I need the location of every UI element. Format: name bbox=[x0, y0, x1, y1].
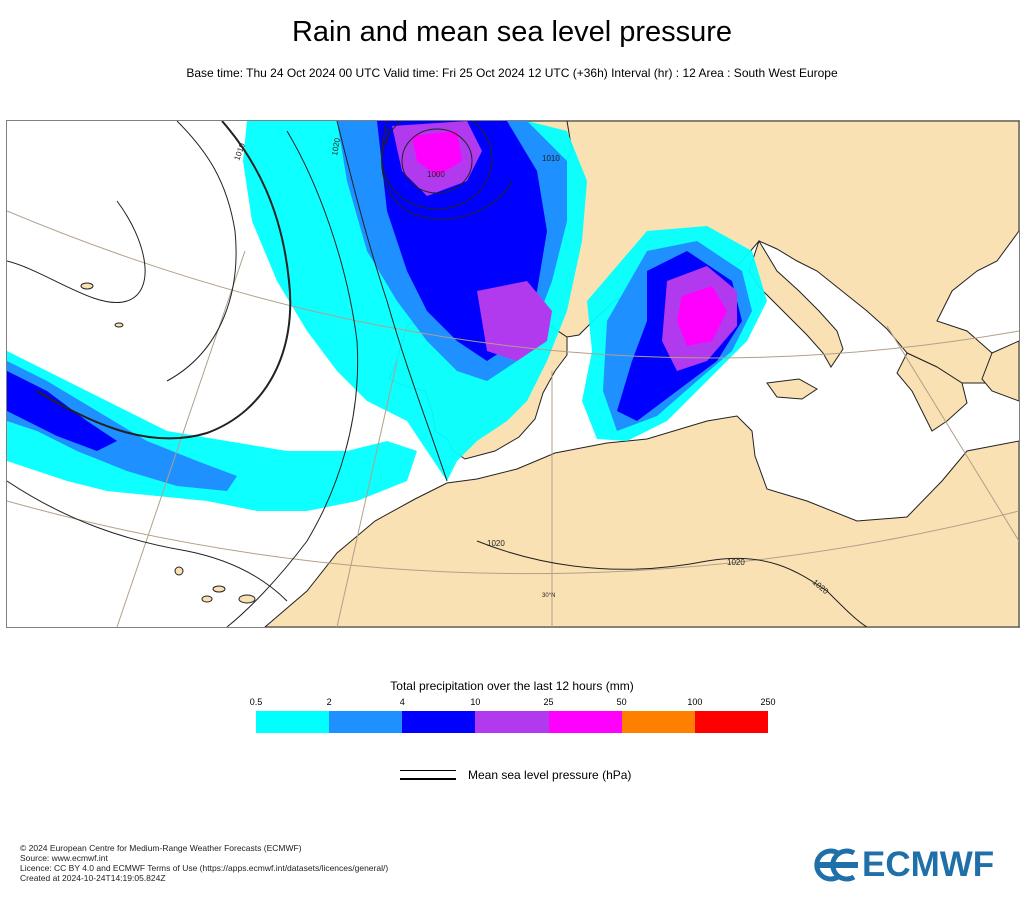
isobar-label: 1020 bbox=[330, 137, 342, 157]
isobar-label: 1010 bbox=[542, 154, 560, 163]
ecmwf-logo: ECMWF bbox=[814, 845, 1009, 885]
colorbar-swatch bbox=[402, 711, 476, 733]
legend-ticks: 0.5 2 4 10 25 50 100 250 bbox=[250, 697, 776, 709]
footer-line: Created at 2024-10-24T14:19:05.824Z bbox=[20, 873, 166, 883]
land-sicily bbox=[766, 378, 818, 400]
isobar-label: 1020 bbox=[727, 558, 745, 567]
mslp-line-sample bbox=[400, 778, 456, 780]
chart-subtitle: Base time: Thu 24 Oct 2024 00 UTC Valid … bbox=[186, 66, 838, 80]
legend-tick: 100 bbox=[687, 697, 703, 707]
precip-lightblue-west bbox=[7, 361, 237, 491]
land-africa bbox=[264, 415, 1019, 627]
precip-cyan-west bbox=[7, 351, 417, 511]
precip-purple-iberia bbox=[477, 281, 552, 361]
mslp-line-sample bbox=[400, 770, 456, 771]
mslp-legend-label: Mean sea level pressure (hPa) bbox=[468, 768, 632, 782]
legend-tick: 0.5 bbox=[249, 697, 263, 707]
chart-title: Rain and mean sea level pressure bbox=[291, 16, 733, 48]
footer-credits: © 2024 European Centre for Medium-Range … bbox=[20, 843, 388, 883]
precip-blue-west bbox=[7, 371, 117, 451]
colorbar-swatch bbox=[548, 711, 622, 733]
latitude-label: 30°N bbox=[542, 593, 555, 599]
map-canvas[interactable]: 1010 1020 1010 1000 1020 1020 1010 1020 … bbox=[7, 121, 1019, 627]
footer-line: Licence: CC BY 4.0 and ECMWF Terms of Us… bbox=[20, 863, 389, 873]
legend-tick: 4 bbox=[399, 697, 405, 707]
isobar-label: 1000 bbox=[427, 170, 445, 179]
footer-line: © 2024 European Centre for Medium-Range … bbox=[20, 843, 302, 853]
colorbar-swatch bbox=[329, 711, 403, 733]
legend-tick: 250 bbox=[760, 697, 776, 707]
isobar-label: 1010 bbox=[380, 127, 392, 147]
precip-magenta-med bbox=[677, 286, 727, 346]
ecmwf-logo-icon bbox=[814, 848, 858, 882]
footer-line: Source: www.ecmwf.int bbox=[20, 853, 108, 863]
land-greece bbox=[896, 352, 968, 432]
legend-title: Total precipitation over the last 12 hou… bbox=[390, 679, 634, 693]
colorbar-swatch bbox=[694, 711, 768, 733]
graticule bbox=[7, 210, 1019, 627]
islands bbox=[80, 282, 256, 604]
legend-tick: 25 bbox=[543, 697, 554, 707]
isobar-label: 1020 bbox=[487, 539, 505, 548]
ecmwf-logo-text: ECMWF bbox=[862, 845, 995, 884]
precip-colorbar bbox=[256, 711, 768, 733]
map-panel[interactable]: 1010 1020 1010 1000 1020 1020 1010 1020 … bbox=[6, 120, 1020, 628]
legend-tick: 50 bbox=[616, 697, 627, 707]
colorbar-swatch bbox=[621, 711, 695, 733]
precip-magenta-north bbox=[412, 131, 462, 176]
colorbar-swatch bbox=[256, 711, 330, 733]
land-turkey bbox=[981, 340, 1019, 402]
colorbar-swatch bbox=[475, 711, 549, 733]
legend-tick: 2 bbox=[326, 697, 332, 707]
isobars bbox=[7, 121, 868, 627]
isobar-labels: 1010 1020 1010 1000 1020 1020 1010 1020 … bbox=[232, 127, 830, 599]
legend-tick: 10 bbox=[470, 697, 481, 707]
